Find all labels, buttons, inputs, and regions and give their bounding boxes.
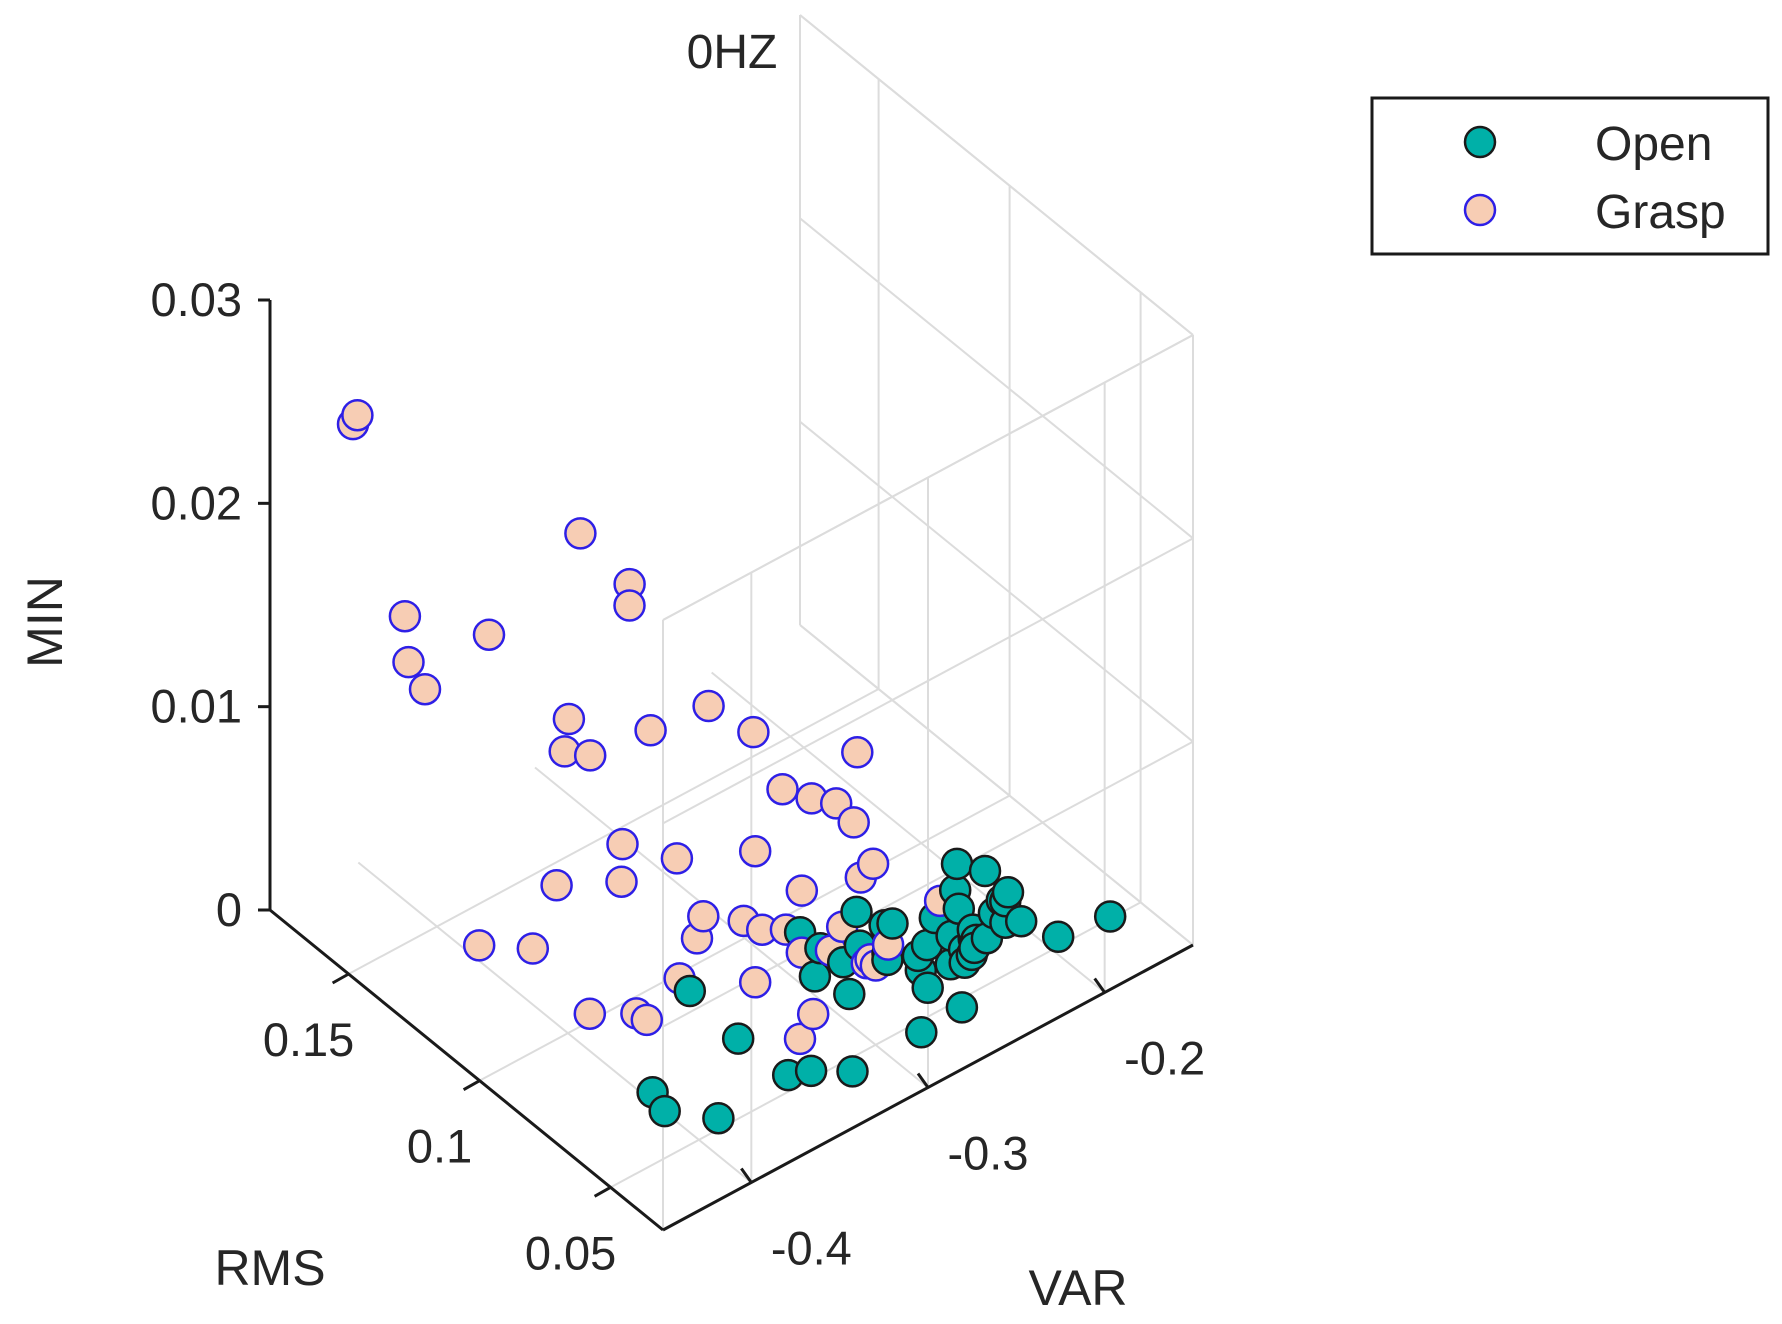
grid-edge xyxy=(662,334,1194,621)
grasp-data-point xyxy=(660,842,694,875)
legend-marker-open xyxy=(1463,125,1497,159)
z-tick-label: 0.03 xyxy=(151,273,242,326)
grasp-data-point xyxy=(692,689,725,723)
grasp-data-point xyxy=(540,869,573,902)
chart-title: 0HZ xyxy=(687,26,778,79)
x-tick-mark xyxy=(331,972,350,985)
legend-box xyxy=(1370,96,1770,256)
grasp-data-point xyxy=(388,599,422,633)
open-data-point xyxy=(721,1022,755,1055)
grasp-data-point xyxy=(392,645,425,679)
label-layer: 0 0.01 0.02 0.03 0.05 0.1 0.15 -0.4 -0.3 -0.2 xyxy=(151,273,1206,1279)
grid-edge xyxy=(799,14,1194,336)
grasp-data-point xyxy=(738,834,772,868)
open-data-point xyxy=(648,1094,681,1128)
grasp-data-point xyxy=(785,874,819,907)
legend-marker-grasp xyxy=(1463,193,1497,227)
y-tick-label: -0.2 xyxy=(1124,1032,1205,1085)
grid-floor-y xyxy=(357,861,752,1184)
grasp-data-point xyxy=(408,672,442,706)
x-axis-title: RMS xyxy=(214,1240,325,1296)
open-data-point xyxy=(945,991,979,1024)
grasp-data-point xyxy=(630,1003,664,1037)
grasp-data-point xyxy=(613,589,646,622)
grasp-data-point xyxy=(796,997,830,1031)
z-tick-label: 0 xyxy=(216,883,242,936)
open-data-point xyxy=(1093,900,1127,933)
grasp-data-point xyxy=(606,827,639,861)
open-data-point xyxy=(876,907,909,940)
x-tick-label: 0.1 xyxy=(407,1120,472,1173)
grasp-data-point xyxy=(341,398,374,432)
grid-floor-y xyxy=(711,671,1106,994)
x-tick-mark xyxy=(593,1186,612,1198)
grasp-data-point xyxy=(837,806,870,839)
open-data-point xyxy=(840,895,873,929)
y-tick-mark xyxy=(1093,977,1106,994)
grid-wall-z xyxy=(799,217,1194,540)
open-data-point xyxy=(702,1101,735,1135)
grasp-data-point xyxy=(472,618,506,651)
open-data-point xyxy=(1041,920,1075,954)
open-data-point xyxy=(911,971,944,1005)
grasp-data-point xyxy=(766,772,799,806)
grasp-data-point xyxy=(737,715,770,749)
y-tick-mark xyxy=(740,1167,753,1184)
y-tick-label: -0.3 xyxy=(948,1127,1029,1180)
grasp-data-point xyxy=(573,997,607,1030)
x-axis-line xyxy=(269,908,664,1232)
legend: Open Grasp xyxy=(1370,96,1770,256)
grasp-data-point xyxy=(462,929,496,962)
grasp-data-point xyxy=(841,736,874,769)
x-tick-label: 0.05 xyxy=(525,1226,616,1279)
x-tick-mark xyxy=(462,1079,481,1091)
open-data-point xyxy=(968,854,1002,888)
grasp-data-point xyxy=(783,1022,817,1056)
legend-label-grasp: Grasp xyxy=(1595,186,1726,239)
grasp-data-point xyxy=(687,900,720,933)
grid-edge xyxy=(799,624,1194,946)
x-tick-label: 0.15 xyxy=(263,1013,354,1066)
z-tick-label: 0.02 xyxy=(151,476,242,529)
open-data-point xyxy=(905,1016,938,1049)
open-data-point xyxy=(673,974,707,1008)
grasp-data-point xyxy=(856,847,890,881)
grid-layer xyxy=(348,14,1194,1231)
grasp-data-point xyxy=(738,966,772,999)
open-data-point xyxy=(836,1055,869,1088)
points-layer xyxy=(336,398,1127,1135)
grid-wall-z xyxy=(662,537,1194,825)
open-data-point xyxy=(991,876,1025,909)
open-data-point xyxy=(833,977,866,1011)
open-data-point xyxy=(798,960,832,993)
grasp-data-point xyxy=(573,739,607,772)
open-data-point xyxy=(794,1054,828,1088)
grasp-data-point xyxy=(552,702,586,736)
grid-wall-z xyxy=(799,420,1194,743)
y-tick-mark xyxy=(916,1072,930,1089)
y-axis-title: VAR xyxy=(1028,1260,1127,1316)
grasp-data-point xyxy=(516,932,550,965)
grasp-data-point xyxy=(564,517,597,550)
z-tick-label: 0.01 xyxy=(151,680,242,733)
axis-layer xyxy=(258,298,1194,1232)
grasp-data-point xyxy=(634,714,667,747)
open-data-point xyxy=(1004,904,1038,938)
z-axis-title: MIN xyxy=(17,576,73,668)
open-data-point xyxy=(940,847,974,881)
legend-label-open: Open xyxy=(1595,118,1712,171)
y-tick-label: -0.4 xyxy=(771,1222,852,1275)
grasp-data-point xyxy=(605,865,638,898)
